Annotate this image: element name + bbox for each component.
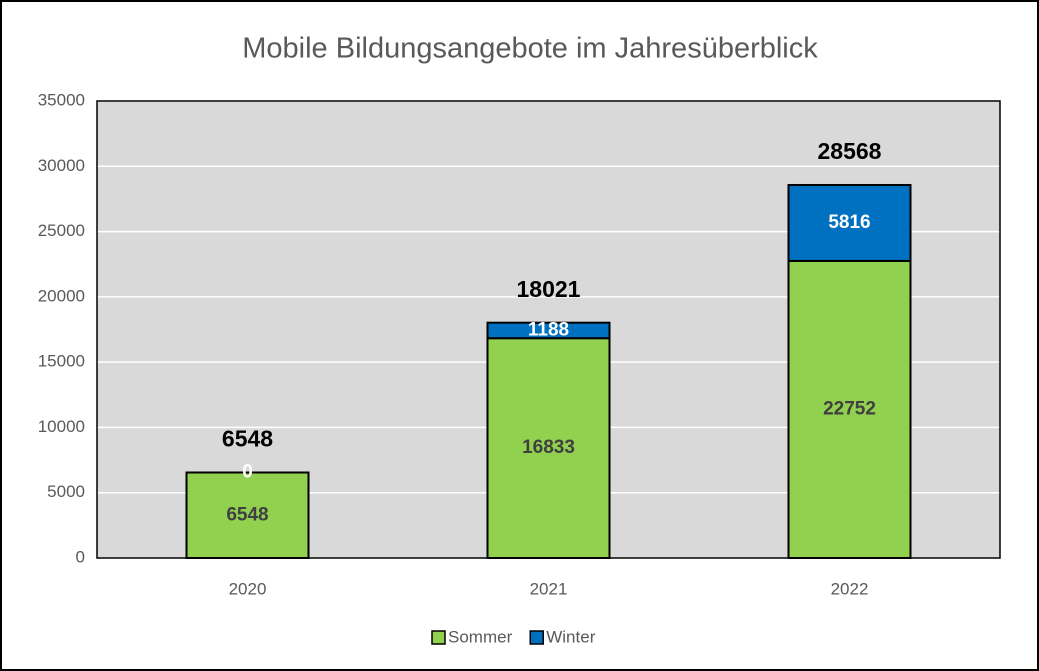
x-tick-label: 2021	[530, 579, 568, 598]
y-tick-label: 5000	[47, 482, 85, 501]
y-tick-label: 10000	[38, 417, 85, 436]
value-label: 22752	[823, 398, 876, 419]
y-tick-label: 20000	[38, 286, 85, 305]
value-label: 5816	[828, 212, 870, 233]
legend-swatch	[431, 630, 446, 645]
x-tick-label: 2022	[831, 579, 869, 598]
y-tick-label: 30000	[38, 156, 85, 175]
value-label: 16833	[522, 437, 575, 458]
y-tick-label: 25000	[38, 221, 85, 240]
bar-segment	[486, 321, 611, 340]
value-label: 0	[242, 462, 253, 483]
x-tick-label: 2020	[229, 579, 267, 598]
total-label: 6548	[222, 426, 273, 452]
bar-segment	[486, 337, 611, 559]
y-tick-label: 0	[76, 547, 85, 566]
value-label: 1188	[528, 319, 569, 340]
legend-swatch	[529, 630, 544, 645]
y-tick-label: 35000	[38, 90, 85, 109]
bar-segment	[185, 471, 310, 559]
y-tick-label: 15000	[38, 352, 85, 371]
total-label: 18021	[517, 276, 581, 302]
bar-segment	[787, 259, 912, 559]
legend-label: Sommer	[448, 627, 513, 646]
bar-segment	[787, 183, 912, 262]
total-label: 28568	[818, 138, 882, 164]
value-label: 6548	[226, 504, 268, 525]
chart-title: Mobile Bildungsangebote im Jahresüberbli…	[242, 33, 818, 65]
legend-label: Winter	[546, 627, 595, 646]
